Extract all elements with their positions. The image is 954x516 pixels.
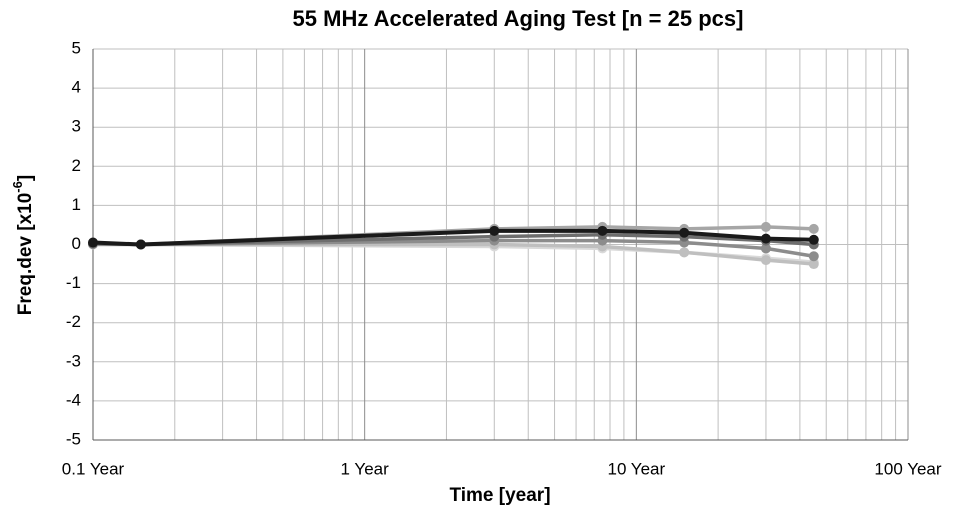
- x-tick-label: 100 Year: [874, 459, 941, 478]
- y-label-sup: -6: [10, 181, 25, 193]
- data-point: [679, 247, 690, 258]
- data-point: [135, 239, 146, 250]
- data-point: [88, 237, 98, 248]
- data-point: [808, 251, 819, 262]
- data-point: [489, 225, 500, 236]
- data-point: [760, 221, 771, 232]
- data-point: [760, 233, 771, 244]
- y-tick-label: 2: [72, 156, 81, 175]
- data-point: [597, 225, 608, 236]
- y-tick-label: 1: [72, 195, 81, 214]
- y-tick-label: -4: [66, 390, 81, 409]
- data-point: [760, 243, 771, 254]
- x-tick-label: 1 Year: [341, 459, 390, 478]
- y-label-text: Freq.dev [x10: [15, 193, 36, 316]
- y-label-suffix: ]: [15, 175, 36, 181]
- y-tick-label: 4: [72, 78, 81, 97]
- data-point: [808, 259, 819, 270]
- x-tick-label: 0.1 Year: [62, 459, 125, 478]
- y-tick-label: -3: [66, 351, 81, 370]
- data-point: [760, 255, 771, 266]
- y-tick-label: -1: [66, 273, 81, 292]
- x-tick-label: 10 Year: [607, 459, 665, 478]
- chart-title: 55 MHz Accelerated Aging Test [n = 25 pc…: [293, 6, 744, 31]
- y-axis-label: Freq.dev [x10-6]: [10, 175, 36, 315]
- y-tick-label: -5: [66, 429, 81, 448]
- x-axis-label: Time [year]: [449, 485, 550, 506]
- data-point: [808, 234, 819, 245]
- y-tick-label: 5: [72, 38, 81, 57]
- y-tick-label: 3: [72, 117, 81, 136]
- y-tick-label: 0: [72, 234, 81, 253]
- data-point: [808, 223, 819, 234]
- y-tick-label: -2: [66, 312, 81, 331]
- data-point: [679, 227, 690, 238]
